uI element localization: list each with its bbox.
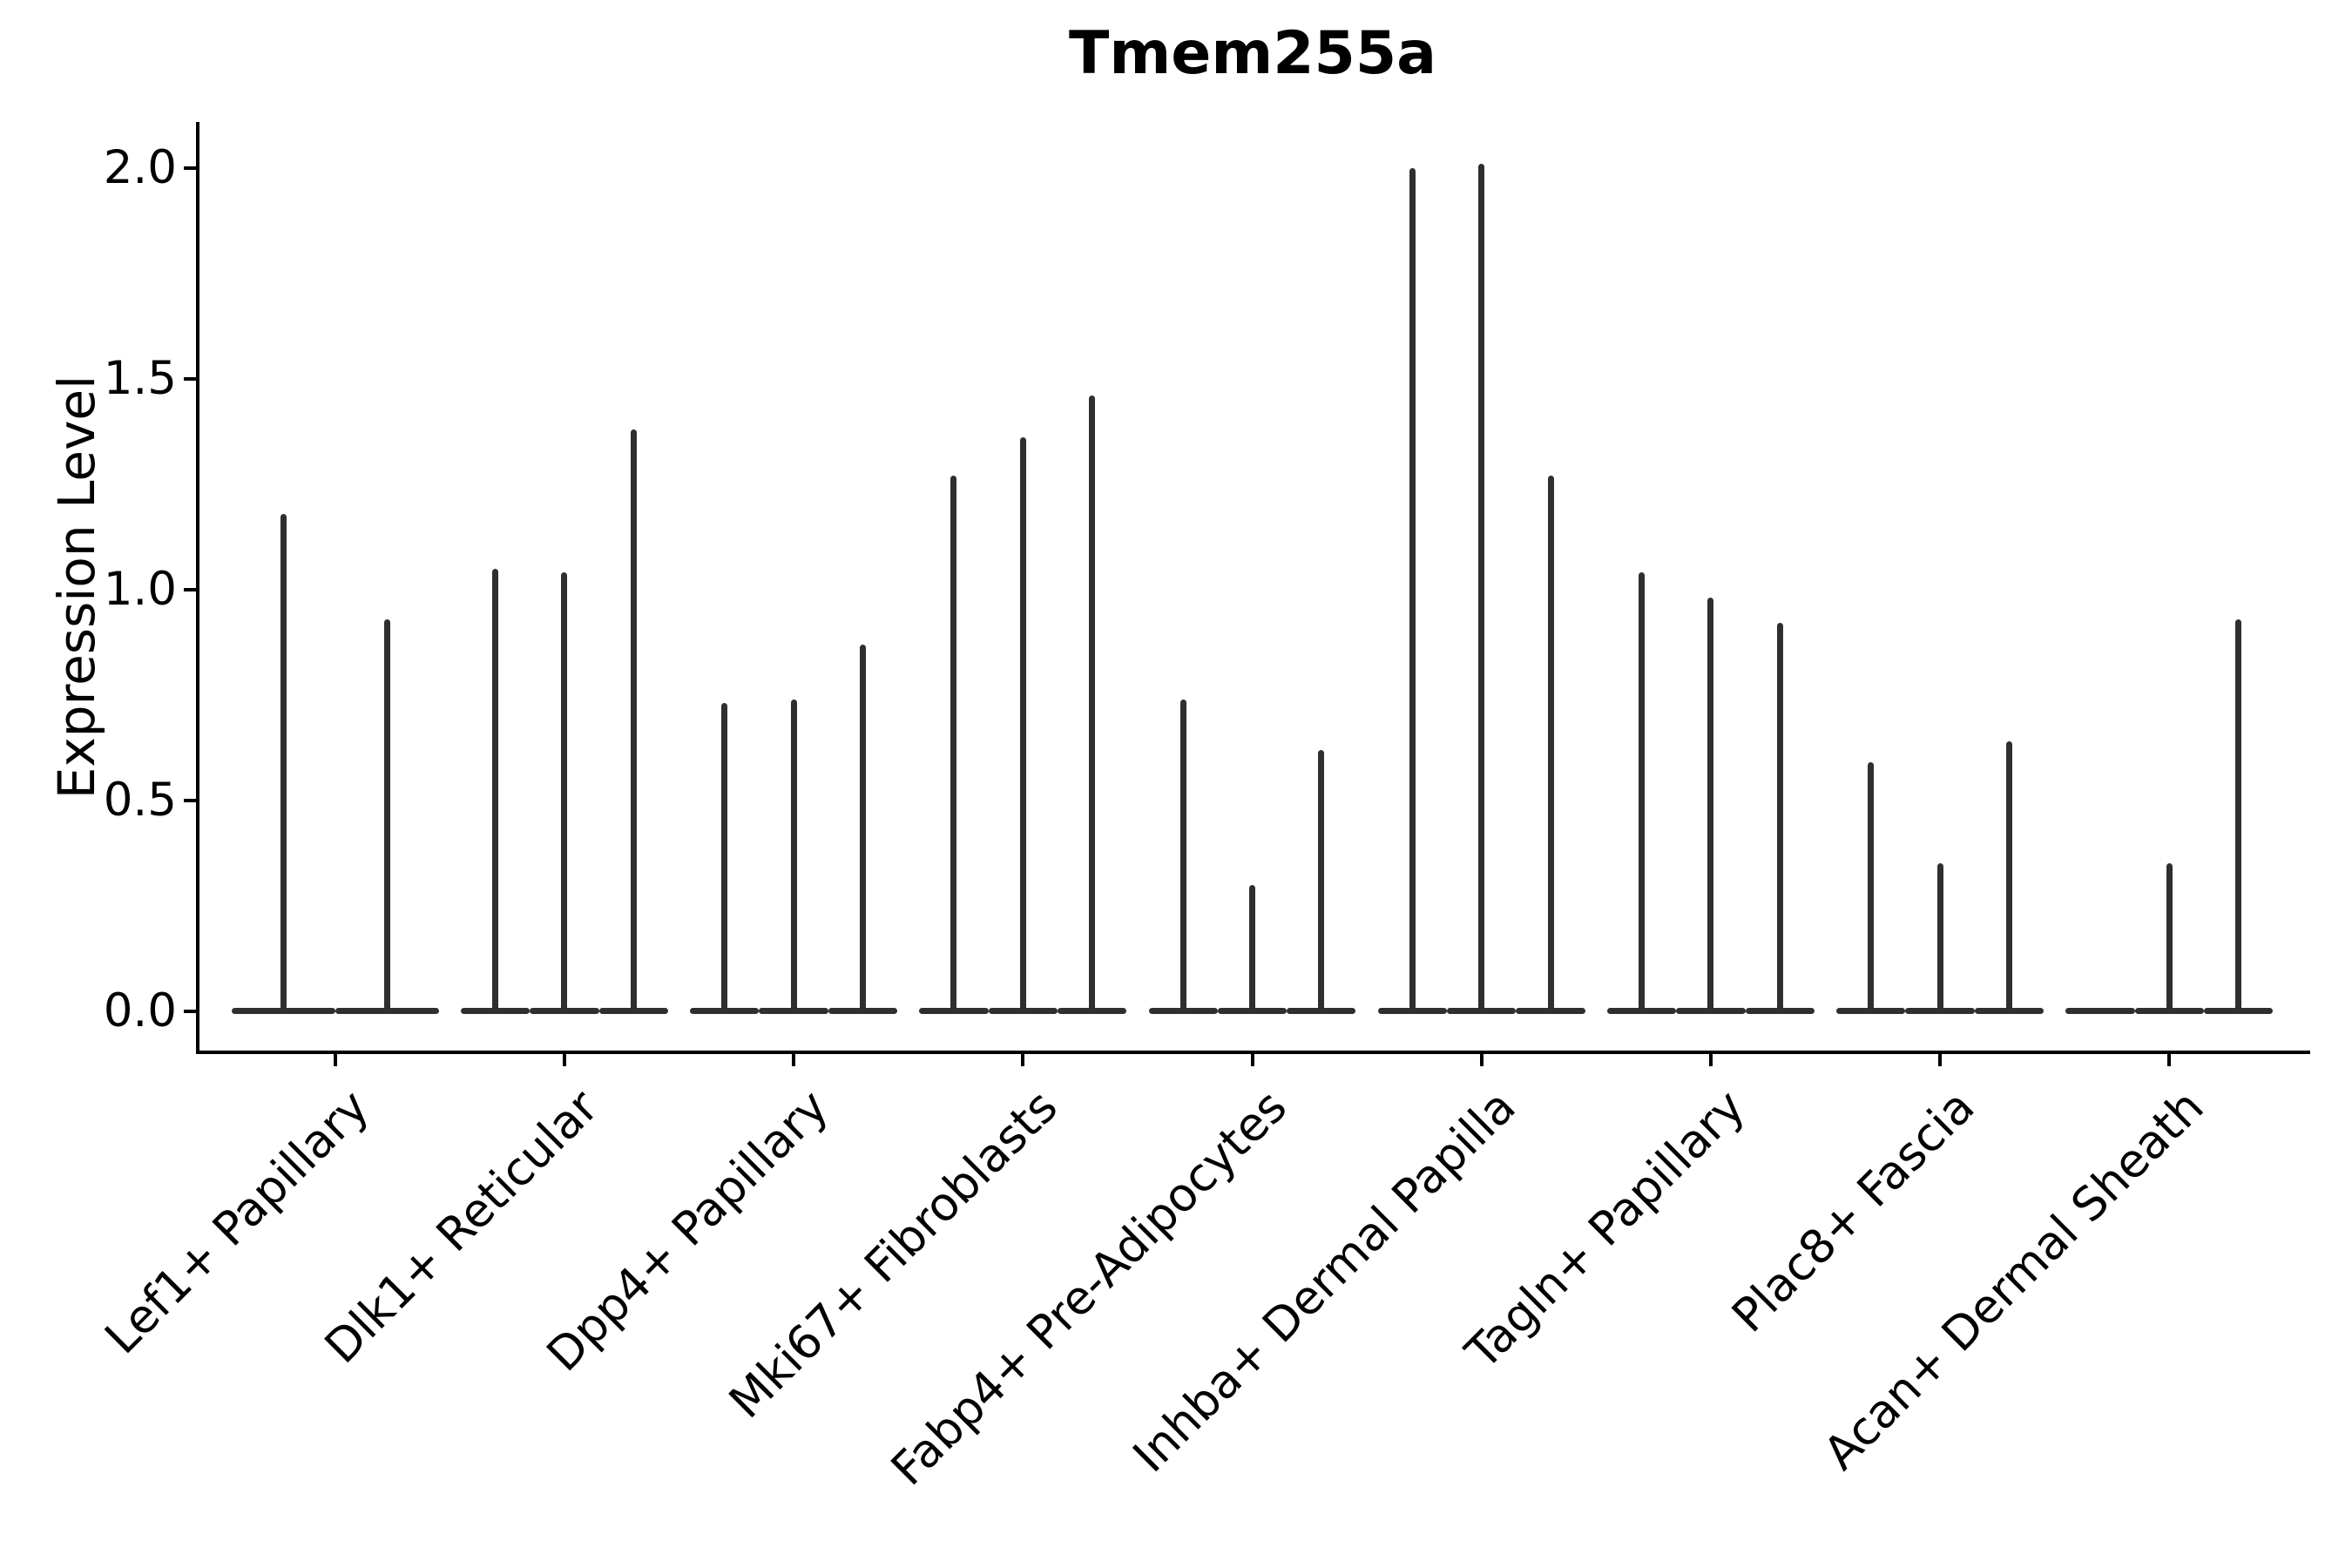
- y-tick-label: 1.5: [103, 351, 177, 405]
- y-tick-label: 1.0: [103, 562, 177, 616]
- x-axis-spine: [196, 1051, 2310, 1054]
- violin-spike: [790, 699, 797, 1014]
- y-tick-mark: [184, 376, 196, 381]
- x-tick-mark: [1708, 1054, 1713, 1066]
- violin-spike: [1089, 395, 1096, 1014]
- y-tick-mark: [184, 798, 196, 802]
- violin-spike: [2005, 740, 2012, 1014]
- y-tick-mark: [184, 587, 196, 591]
- violin-spike: [1318, 749, 1325, 1014]
- violin-spike: [2166, 863, 2173, 1014]
- violin-spike: [1547, 476, 1554, 1014]
- y-tick-mark: [184, 166, 196, 170]
- violin-base: [2065, 1008, 2135, 1015]
- violin-spike: [1707, 598, 1714, 1014]
- y-tick-label: 2.0: [103, 140, 177, 194]
- x-tick-label: Plac8+ Fascia: [1721, 1080, 1985, 1343]
- x-tick-mark: [2167, 1054, 2172, 1066]
- x-tick-mark: [562, 1054, 566, 1066]
- violin-spike: [561, 572, 568, 1014]
- x-tick-label: Fabp4+ Pre-Adipocytes: [881, 1080, 1297, 1497]
- violin-spike: [1478, 163, 1485, 1014]
- violin-spike: [1868, 762, 1875, 1014]
- violin-spike: [1179, 699, 1186, 1014]
- violin-spike: [2235, 618, 2242, 1014]
- x-tick-mark: [792, 1054, 796, 1066]
- x-tick-mark: [1938, 1054, 1943, 1066]
- violin-spike: [1249, 884, 1255, 1014]
- violin-spike: [1019, 437, 1026, 1014]
- violin-spike: [859, 644, 866, 1014]
- violin-spike: [721, 703, 728, 1014]
- x-tick-label: Acan+ Dermal Sheath: [1814, 1080, 2214, 1481]
- chart-title: Tmem255a: [1068, 19, 1437, 88]
- violin-spike: [383, 618, 390, 1014]
- violin-spike: [1936, 863, 1943, 1014]
- y-axis-spine: [196, 122, 199, 1054]
- violin-spike: [1409, 167, 1416, 1014]
- x-tick-label: Inhba+ Dermal Papilla: [1123, 1080, 1526, 1484]
- violin-spike: [1639, 572, 1646, 1014]
- violin-spike: [492, 568, 499, 1014]
- y-tick-mark: [184, 1009, 196, 1013]
- violin-spike: [1776, 623, 1783, 1014]
- x-tick-mark: [1250, 1054, 1254, 1066]
- violin-spike: [280, 513, 287, 1014]
- y-tick-label: 0.0: [103, 983, 177, 1037]
- x-tick-mark: [1479, 1054, 1484, 1066]
- x-tick-mark: [333, 1054, 337, 1066]
- violin-spike: [950, 476, 957, 1014]
- y-tick-label: 0.5: [103, 773, 177, 827]
- violin-spike: [630, 429, 637, 1014]
- x-tick-mark: [1021, 1054, 1025, 1066]
